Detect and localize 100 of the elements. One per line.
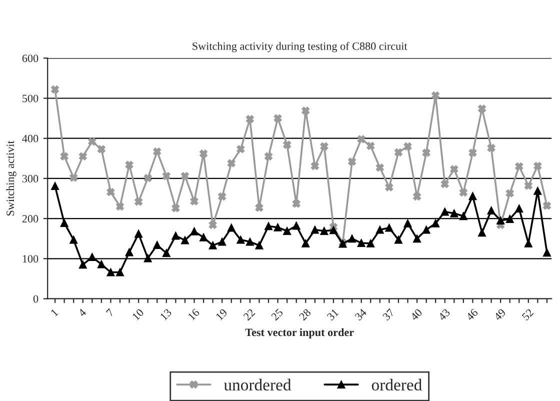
y-tick-label: 0	[33, 295, 38, 303]
y-tick-label: 200	[22, 215, 38, 223]
legend-label: ordered	[372, 378, 422, 391]
x-tick-label: 31	[326, 308, 339, 321]
point	[180, 172, 189, 180]
point	[180, 236, 189, 244]
x-tick-label: 19	[216, 308, 228, 320]
point	[506, 189, 514, 198]
point	[264, 222, 272, 230]
x-tick-label: 16	[188, 308, 200, 320]
point	[106, 188, 115, 196]
point	[292, 222, 300, 230]
point	[227, 224, 236, 232]
point	[236, 236, 245, 244]
point	[255, 241, 264, 250]
point	[190, 197, 198, 206]
point	[60, 218, 68, 227]
x-tick-label: 25	[270, 308, 284, 321]
x-tick-label: 37	[382, 308, 395, 321]
x-tick-label: 13	[160, 308, 172, 320]
point	[97, 145, 106, 154]
point	[478, 228, 486, 237]
point	[264, 152, 272, 160]
point	[459, 212, 468, 220]
point	[440, 208, 449, 216]
point	[51, 182, 60, 190]
y-tick-label: 500	[22, 94, 38, 102]
x-tick-label: 10	[132, 308, 144, 320]
point	[190, 227, 198, 236]
point	[506, 214, 514, 223]
point	[394, 236, 402, 244]
point	[255, 204, 264, 212]
point	[542, 202, 551, 210]
point	[366, 142, 375, 150]
x-tick-label: 46	[466, 308, 478, 322]
point	[78, 260, 87, 269]
y-tick-label: 300	[22, 174, 38, 182]
point	[320, 226, 328, 235]
x-tick-label: 22	[243, 308, 256, 321]
chart-title: Switching activity during testing of C880 circuit	[192, 42, 408, 52]
y-axis-title: Switching activit	[6, 140, 16, 216]
point	[246, 238, 254, 246]
point	[459, 188, 468, 196]
point	[70, 236, 78, 244]
x-tick-label: 1	[50, 308, 58, 316]
point	[97, 260, 106, 268]
point	[162, 249, 170, 258]
point	[125, 248, 134, 256]
x-tick-label: 7	[106, 308, 114, 317]
point	[496, 216, 505, 225]
point	[487, 206, 496, 215]
point	[376, 226, 384, 234]
x-tick-label: 49	[493, 308, 506, 322]
point	[366, 239, 375, 248]
point	[357, 239, 366, 247]
point	[329, 226, 338, 234]
x-axis-title: Test vector input order	[245, 328, 354, 338]
point	[542, 248, 551, 257]
point	[302, 106, 310, 115]
point	[524, 239, 532, 248]
point	[283, 226, 292, 235]
point	[310, 162, 319, 170]
point	[376, 164, 384, 172]
point	[274, 114, 282, 122]
point	[440, 180, 449, 188]
point	[515, 162, 524, 170]
point	[116, 202, 124, 211]
point	[246, 115, 254, 124]
point	[162, 172, 170, 180]
point	[468, 148, 477, 157]
point	[478, 104, 486, 113]
point	[134, 198, 143, 206]
point	[218, 238, 226, 246]
point	[172, 232, 180, 240]
point	[302, 239, 310, 248]
point	[106, 268, 115, 276]
point	[144, 174, 152, 182]
point	[422, 148, 430, 157]
x-tick-label: 4	[78, 308, 87, 317]
point	[78, 152, 87, 160]
point	[534, 186, 542, 195]
point	[200, 150, 208, 158]
point	[348, 158, 356, 166]
point	[227, 159, 236, 168]
point	[116, 268, 124, 276]
point	[357, 135, 366, 144]
point	[413, 234, 422, 243]
point	[172, 204, 180, 212]
point	[283, 140, 292, 149]
point	[432, 91, 440, 100]
point	[534, 162, 542, 170]
point	[432, 219, 440, 228]
x-tick-label: 40	[410, 308, 423, 322]
point	[422, 226, 430, 234]
point	[200, 233, 208, 242]
point	[413, 192, 422, 200]
point	[60, 152, 68, 160]
point	[208, 220, 217, 229]
y-tick-label: 100	[22, 255, 38, 263]
point	[487, 144, 496, 152]
